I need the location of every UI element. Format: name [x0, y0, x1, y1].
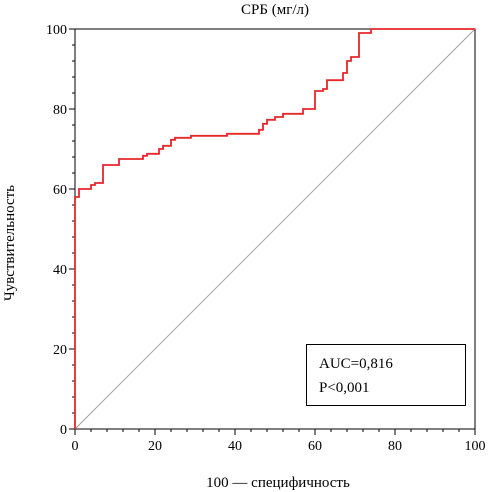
p-value: P<0,001: [319, 380, 370, 396]
x-tick-label: 60: [308, 439, 322, 454]
x-tick-label: 80: [388, 439, 402, 454]
auc-value: AUC=0,816: [319, 356, 393, 372]
roc-curve-line: [74, 28, 475, 429]
x-tick-label: 100: [465, 439, 486, 454]
y-tick-label: 60: [53, 183, 67, 198]
tick-labels: 0 20 40 60 80 100 0 20 40 60 80 100: [46, 23, 486, 454]
x-tick-label: 0: [72, 439, 79, 454]
x-axis-label: 100 — специфичность: [206, 475, 350, 491]
stat-box: AUC=0,816 P<0,001: [306, 344, 466, 406]
y-tick-label: 20: [53, 343, 67, 358]
axis-ticks: [69, 28, 476, 435]
reference-diagonal-line: [74, 28, 476, 430]
y-tick-label: 0: [60, 423, 67, 438]
chart-title: СРБ (мг/л): [241, 2, 309, 18]
series-layer: [74, 28, 476, 430]
y-tick-label: 80: [53, 103, 67, 118]
y-axis-label: Чувствительность: [2, 185, 18, 301]
x-tick-label: 20: [148, 439, 162, 454]
y-tick-label: 40: [53, 263, 67, 278]
y-tick-label: 100: [46, 23, 67, 38]
x-tick-label: 40: [228, 439, 242, 454]
